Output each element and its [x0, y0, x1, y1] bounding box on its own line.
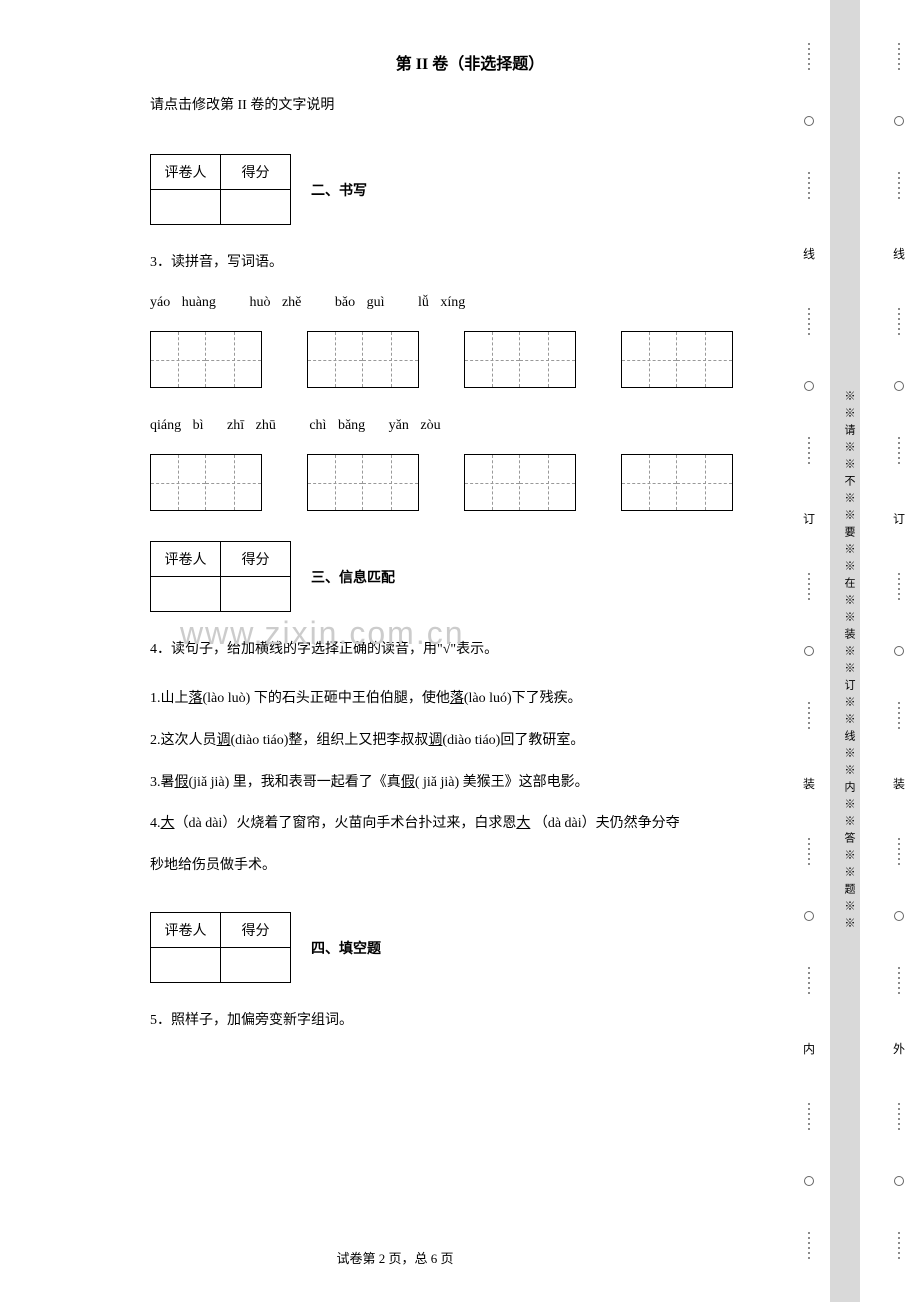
char-box-group[interactable]: [464, 454, 576, 511]
char-box-group[interactable]: [150, 331, 262, 388]
pinyin: bì: [193, 418, 204, 433]
text: 4.: [150, 816, 161, 831]
underlined-char: 大: [516, 816, 530, 831]
binding-warning-text: ※※请※※不※※要※※在※※装※※订※※线※※内※※答※※题※※: [841, 390, 857, 934]
text: （dà dài）夫仍然争分夺: [530, 816, 679, 831]
score-header-score: 得分: [221, 913, 291, 948]
pinyin-row-1: yáo huàng huò zhě bǎo guì lǚ xíng: [150, 295, 790, 311]
text: (diào tiáo)回了教研室。: [442, 733, 584, 748]
underlined-char: 落: [189, 691, 203, 706]
q5-number: 5．: [150, 1013, 171, 1028]
watermark: www.zixin.com.cn: [180, 615, 465, 652]
char-boxes-row1: [150, 331, 790, 388]
pinyin: huàng: [182, 295, 216, 310]
text: (lào luó)下了残疾。: [464, 691, 582, 706]
underlined-char: 大: [161, 816, 175, 831]
underlined-char: 落: [450, 691, 464, 706]
pinyin: lǚ: [418, 295, 429, 310]
pinyin: bǎng: [338, 418, 365, 433]
score-cell[interactable]: [221, 948, 291, 983]
score-header-examiner: 评卷人: [151, 542, 221, 577]
underlined-char: 调: [217, 733, 231, 748]
binding-col-outer: 线订装外: [888, 0, 910, 1302]
q5: 5．照样子，加偏旁变新字组词。: [150, 1008, 790, 1033]
text: （dà dài）火烧着了窗帘，火苗向手术台扑过来，白求恩: [175, 816, 517, 831]
score-header-examiner: 评卷人: [151, 913, 221, 948]
pinyin: guì: [367, 295, 385, 310]
char-box-group[interactable]: [307, 331, 419, 388]
q3-number: 3．: [150, 255, 171, 270]
score-table-3: 评卷人 得分: [150, 541, 291, 612]
score-cell[interactable]: [151, 948, 221, 983]
pinyin: zhě: [282, 295, 301, 310]
pinyin: zhī: [227, 418, 244, 433]
pinyin: huò: [249, 295, 270, 310]
pinyin: yáo: [150, 295, 170, 310]
char-box-group[interactable]: [150, 454, 262, 511]
section4-label: 四、填空题: [311, 938, 381, 958]
binding-margin: 线订装内 ※※请※※不※※要※※在※※装※※订※※线※※内※※答※※题※※ 线订…: [790, 0, 920, 1302]
section-title: 第 II 卷（非选择题）: [150, 50, 790, 74]
q4-number: 4．: [150, 642, 171, 657]
pinyin: qiáng: [150, 418, 181, 433]
char-box-group[interactable]: [307, 454, 419, 511]
score-header-score: 得分: [221, 155, 291, 190]
q4-line1: 1.山上落(lào luò) 下的石头正砸中王伯伯腿，使他落(lào luó)下…: [150, 682, 790, 716]
score-header-examiner: 评卷人: [151, 155, 221, 190]
score-table-2: 评卷人 得分: [150, 154, 291, 225]
q3-text: 读拼音，写词语。: [171, 255, 283, 270]
char-box-group[interactable]: [621, 454, 733, 511]
pinyin-row-2: qiáng bì zhī zhū chì bǎng yǎn zòu: [150, 418, 790, 434]
text: ( jiǎ jià) 美猴王》这部电影。: [415, 775, 589, 790]
section3-label: 三、信息匹配: [311, 567, 395, 587]
q4-line4b: 秒地给伤员做手术。: [150, 849, 790, 883]
text: 3.暑: [150, 775, 175, 790]
pinyin: yǎn: [389, 418, 409, 433]
score-cell[interactable]: [221, 190, 291, 225]
q5-text: 照样子，加偏旁变新字组词。: [171, 1013, 353, 1028]
text: 1.山上: [150, 691, 189, 706]
pinyin: bǎo: [335, 295, 355, 310]
text: (diào tiáo)整，组织上又把李叔叔: [231, 733, 429, 748]
q4-line2: 2.这次人员调(diào tiáo)整，组织上又把李叔叔调(diào tiáo)…: [150, 724, 790, 758]
pinyin: zòu: [420, 418, 440, 433]
score-header-score: 得分: [221, 542, 291, 577]
q4-line4: 4.大（dà dài）火烧着了窗帘，火苗向手术台扑过来，白求恩大 （dà dài…: [150, 807, 790, 841]
char-box-group[interactable]: [464, 331, 576, 388]
char-boxes-row2: [150, 454, 790, 511]
q3: 3．读拼音，写词语。: [150, 250, 790, 275]
underlined-char: 调: [428, 733, 442, 748]
underlined-char: 假: [175, 775, 189, 790]
score-cell[interactable]: [221, 577, 291, 612]
score-cell[interactable]: [151, 190, 221, 225]
text: (lào luò) 下的石头正砸中王伯伯腿，使他: [203, 691, 450, 706]
text: 秒地给伤员做手术。: [150, 858, 276, 873]
pinyin: xíng: [440, 295, 465, 310]
pinyin: chì: [309, 418, 326, 433]
score-cell[interactable]: [151, 577, 221, 612]
text: 2.这次人员: [150, 733, 217, 748]
char-box-group[interactable]: [621, 331, 733, 388]
q4-line3: 3.暑假(jiǎ jià) 里，我和表哥一起看了《真假( jiǎ jià) 美猴…: [150, 766, 790, 800]
page-footer: 试卷第 2 页，总 6 页: [0, 1248, 790, 1267]
score-table-4: 评卷人 得分: [150, 912, 291, 983]
text: (jiǎ jià) 里，我和表哥一起看了《真: [189, 775, 401, 790]
instruction-text: 请点击修改第 II 卷的文字说明: [150, 94, 790, 114]
underlined-char: 假: [401, 775, 415, 790]
binding-col-inner: 线订装内: [798, 0, 820, 1302]
pinyin: zhū: [256, 418, 276, 433]
section2-label: 二、书写: [311, 180, 367, 200]
